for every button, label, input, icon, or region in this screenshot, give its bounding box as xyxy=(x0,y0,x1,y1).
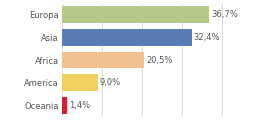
Bar xyxy=(62,97,67,114)
Text: 36,7%: 36,7% xyxy=(211,10,238,19)
Bar xyxy=(62,52,144,68)
Text: 9,0%: 9,0% xyxy=(100,78,121,87)
Bar xyxy=(62,6,209,23)
Text: 32,4%: 32,4% xyxy=(194,33,220,42)
Text: 20,5%: 20,5% xyxy=(146,55,172,65)
Bar xyxy=(62,74,98,91)
Text: 1,4%: 1,4% xyxy=(69,101,90,110)
Bar xyxy=(62,29,192,46)
